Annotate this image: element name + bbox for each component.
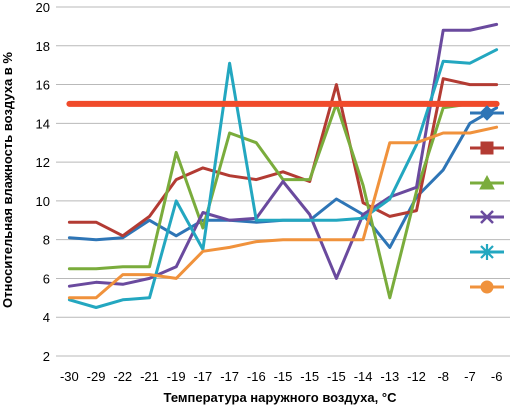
x-axis-title: Температура наружного воздуха, °С — [164, 390, 398, 405]
y-tick-label: 12 — [36, 155, 50, 170]
x-tick-label: -15 — [300, 369, 319, 384]
x-tick-labels: -30 -29 -22 -21 -19 -17 -17 -16 -15 -15 -15 -14 -13-… — [60, 369, 502, 384]
series-line-5 — [67, 48, 499, 309]
legend-marker-circle — [480, 280, 494, 294]
y-tick-label: 18 — [36, 39, 50, 54]
x-tick-label: -14 — [354, 369, 373, 384]
x-tick-label: -7 — [464, 369, 476, 384]
legend-entry-3 — [470, 174, 504, 190]
legend-marker-square — [480, 141, 494, 155]
y-axis-title: Относительная влажность воздуха в % — [0, 52, 15, 308]
legend-entry-1 — [470, 105, 504, 121]
y-tick-label: 8 — [43, 233, 50, 248]
x-tick-label: -17 — [193, 369, 212, 384]
legend-marker-star — [480, 244, 494, 260]
y-tick-label: 4 — [43, 310, 50, 325]
x-tick-label: -30 — [60, 369, 79, 384]
x-tick-label: -15 — [274, 369, 293, 384]
legend-entry-6 — [470, 280, 504, 294]
x-tick-label: -29 — [87, 369, 106, 384]
grid-lines — [56, 6, 510, 357]
legend-marker-diamond — [479, 105, 495, 121]
legend-marker-triangle — [479, 174, 495, 190]
x-tick-label: -13 — [380, 369, 399, 384]
legend-entry-2 — [470, 141, 504, 155]
y-tick-label: 10 — [36, 194, 50, 209]
y-tick-labels: 2 4 6 8 10 12 14 16 18 20 — [36, 0, 50, 364]
y-tick-label: 16 — [36, 78, 50, 93]
x-tick-label: -8 — [437, 369, 449, 384]
y-tick-label: 20 — [36, 0, 50, 15]
x-tick-label: -16 — [247, 369, 266, 384]
legend-marker-x — [480, 210, 494, 224]
x-tick-label: -6 — [491, 369, 503, 384]
x-tick-label: -15 — [327, 369, 346, 384]
y-tick-label: 14 — [36, 116, 50, 131]
y-tick-label: 2 — [43, 349, 50, 364]
legend — [470, 105, 504, 294]
x-tick-label: -12 — [407, 369, 426, 384]
legend-entry-4 — [470, 210, 504, 224]
y-tick-label: 6 — [43, 271, 50, 286]
series-line-4 — [67, 22, 499, 288]
series-line-6 — [67, 125, 499, 300]
series-line-3 — [67, 102, 499, 300]
x-tick-label: -17 — [220, 369, 239, 384]
x-tick-label: -21 — [140, 369, 159, 384]
x-tick-label: -19 — [167, 369, 186, 384]
legend-entry-5 — [470, 244, 504, 260]
x-tick-label: -22 — [113, 369, 132, 384]
series-lines — [66, 22, 500, 309]
